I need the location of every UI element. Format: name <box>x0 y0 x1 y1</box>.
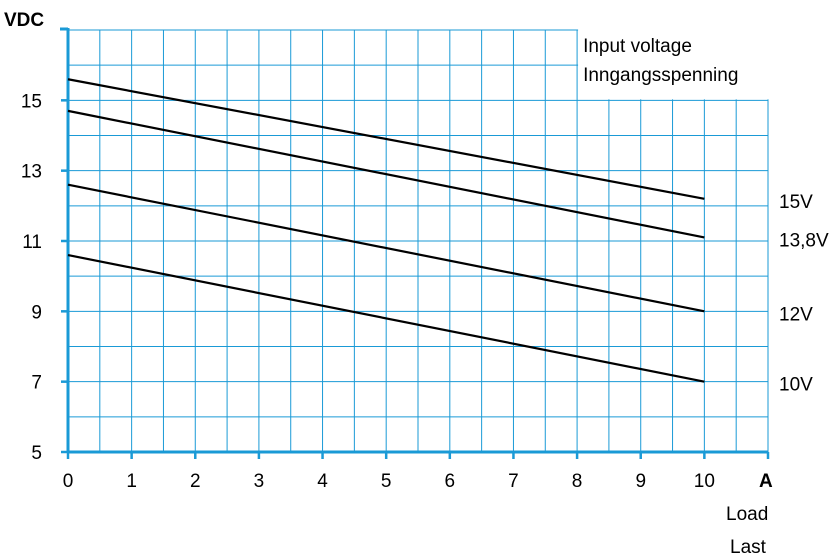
x-tick-label: 3 <box>254 471 265 492</box>
x-tick-label: 2 <box>190 471 201 492</box>
x-tick-label: 7 <box>508 471 519 492</box>
series-label: 15V <box>779 192 813 213</box>
series-line <box>67 253 705 383</box>
grid <box>67 29 769 453</box>
x-tick-label: 0 <box>63 471 74 492</box>
series-label: 13,8V <box>779 230 829 251</box>
legend-title-input-voltage: Input voltage <box>583 36 692 57</box>
x-tick-label: 8 <box>572 471 583 492</box>
x-axis-unit: A <box>759 471 773 492</box>
series-label: 12V <box>779 304 813 325</box>
y-tick-label: 7 <box>31 373 42 394</box>
x-tick-label: 9 <box>635 471 646 492</box>
legend-background <box>578 28 838 100</box>
x-tick-label: 10 <box>694 471 715 492</box>
series-line <box>67 183 705 313</box>
y-tick-label: 15 <box>21 91 42 112</box>
y-tick-label: 9 <box>31 302 42 323</box>
axes: 5 7 9 11 13 15 0 1 2 3 4 5 6 7 8 9 10 <box>21 27 770 492</box>
x-axis-label-load: Load <box>726 504 768 525</box>
series-line <box>67 78 705 200</box>
labels: VDC A Load Last Input voltage Inngangssp… <box>4 10 773 557</box>
series-line <box>67 109 705 239</box>
series-label: 10V <box>779 375 813 396</box>
y-tick-label: 5 <box>31 443 42 464</box>
legend-title-inngangsspenning: Inngangsspenning <box>583 65 738 86</box>
y-axis-label: VDC <box>4 10 44 31</box>
x-tick-label: 6 <box>445 471 456 492</box>
x-tick-label: 1 <box>126 471 137 492</box>
x-tick-label: 4 <box>317 471 328 492</box>
x-tick-label: 5 <box>381 471 392 492</box>
x-axis-label-last: Last <box>730 537 767 557</box>
series-lines: 15V 13,8V 12V 10V <box>67 78 829 396</box>
y-tick-label: 13 <box>21 162 42 183</box>
y-tick-label: 11 <box>22 232 42 253</box>
